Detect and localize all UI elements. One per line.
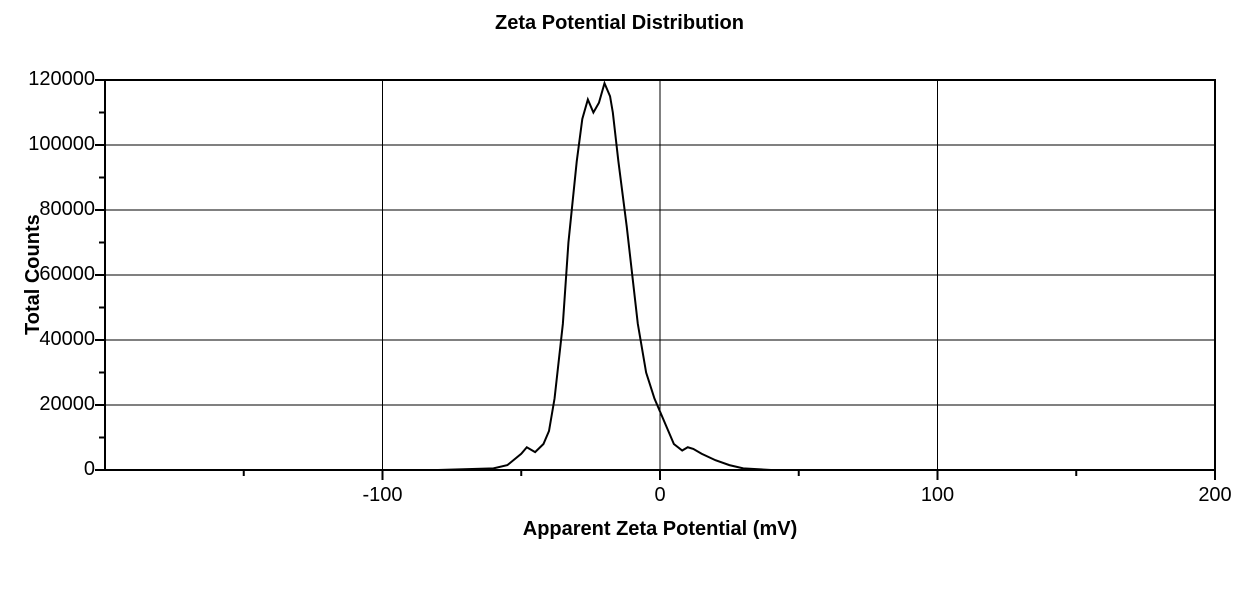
y-tick-label: 60000 [25,263,95,286]
chart-container: Zeta Potential Distribution Total Counts… [0,0,1239,591]
y-tick-label: 40000 [25,328,95,351]
chart-plot [85,75,1225,490]
y-tick-label: 80000 [25,198,95,221]
x-tick-label: 100 [908,484,968,507]
y-tick-label: 120000 [25,68,95,91]
x-axis-label: Apparent Zeta Potential (mV) [105,518,1215,541]
chart-title: Zeta Potential Distribution [0,12,1239,35]
y-tick-label: 100000 [25,133,95,156]
x-tick-label: 200 [1185,484,1239,507]
x-tick-label: 0 [630,484,690,507]
y-tick-label: 20000 [25,393,95,416]
x-tick-label: -100 [353,484,413,507]
y-tick-label: 0 [25,458,95,481]
